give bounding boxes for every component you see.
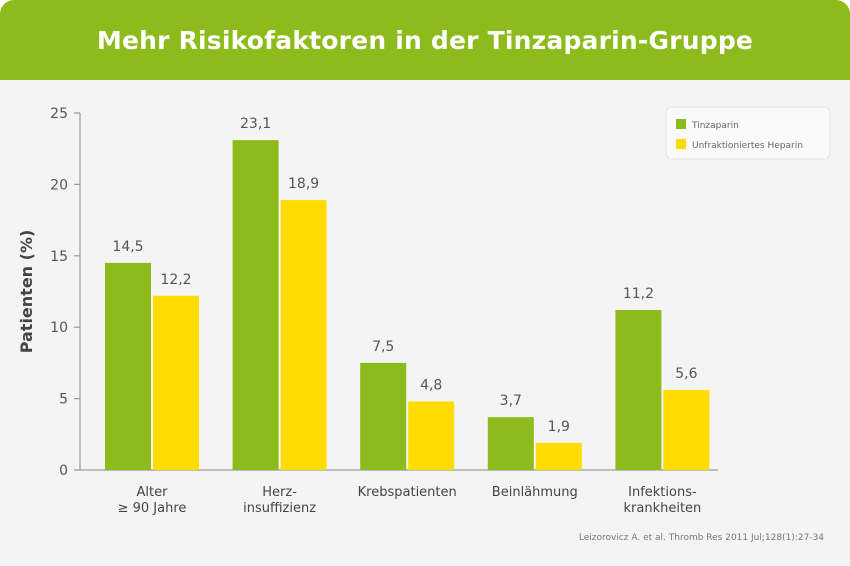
data-label: 11,2 xyxy=(623,286,654,302)
bar-heparin xyxy=(280,200,327,470)
bar-tinzaparin xyxy=(232,140,279,470)
data-label: 14,5 xyxy=(112,239,143,255)
bar-tinzaparin xyxy=(487,417,534,470)
y-tick-label: 25 xyxy=(50,106,68,122)
y-tick-label: 15 xyxy=(50,249,68,265)
data-label: 5,6 xyxy=(675,366,697,382)
chart-title: Mehr Risikofaktoren in der Tinzaparin-Gr… xyxy=(96,25,754,55)
x-category-label: Infektions- xyxy=(628,485,697,500)
x-category-label: insuffizienz xyxy=(243,501,316,516)
bar-heparin xyxy=(535,442,582,470)
data-label: 4,8 xyxy=(420,377,442,393)
x-category-label: krankheiten xyxy=(624,501,702,516)
x-category-label: Beinlähmung xyxy=(492,485,578,500)
data-label: 3,7 xyxy=(500,393,522,409)
bar-heparin xyxy=(153,295,199,470)
x-category-label: ≥ 90 Jahre xyxy=(118,501,187,516)
legend-swatch xyxy=(676,119,686,129)
header-bar: Mehr Risikofaktoren in der Tinzaparin-Gr… xyxy=(0,0,850,80)
x-category-label: Alter xyxy=(137,485,169,500)
bar-tinzaparin xyxy=(360,362,407,470)
data-label: 1,9 xyxy=(548,419,570,435)
data-label: 18,9 xyxy=(288,176,319,192)
legend-label: Tinzaparin xyxy=(691,121,739,131)
bar-heparin xyxy=(408,401,455,470)
source-note: Leizorovicz A. et al. Thromb Res 2011 Ju… xyxy=(579,533,824,543)
y-tick-label: 0 xyxy=(59,463,68,479)
y-tick-label: 5 xyxy=(59,392,68,408)
x-category-label: Herz- xyxy=(262,485,297,500)
bar-tinzaparin xyxy=(105,262,151,470)
y-tick-label: 10 xyxy=(50,320,68,336)
data-label: 12,2 xyxy=(160,272,191,288)
y-axis-title: Patienten (%) xyxy=(17,230,36,354)
data-label: 7,5 xyxy=(372,339,394,355)
legend-label: Unfraktioniertes Heparin xyxy=(692,141,803,151)
legend-box xyxy=(665,106,831,160)
data-label: 23,1 xyxy=(240,116,271,132)
legend-swatch xyxy=(676,139,686,149)
x-category-label: Krebspatienten xyxy=(358,485,457,500)
bar-tinzaparin xyxy=(615,310,662,470)
bar-heparin xyxy=(663,390,710,470)
y-tick-label: 20 xyxy=(50,177,68,193)
